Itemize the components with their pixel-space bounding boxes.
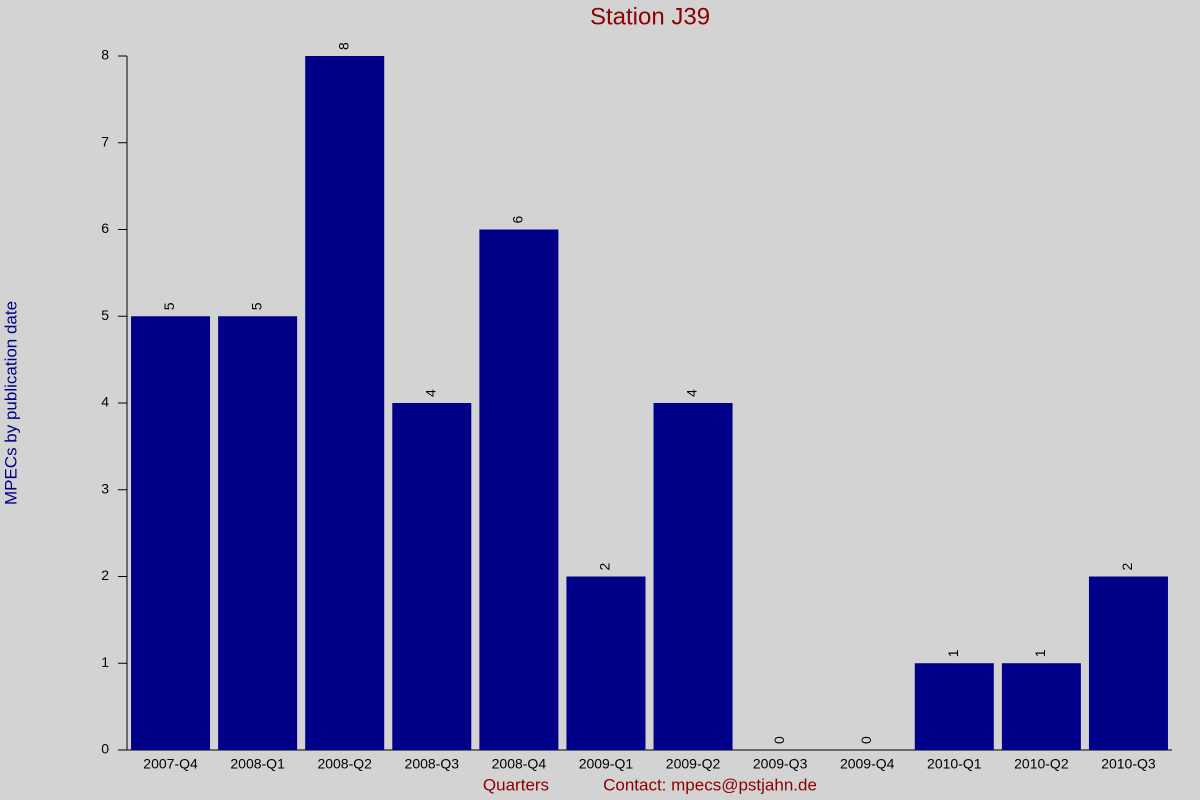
x-axis-label: Quarters bbox=[483, 775, 549, 794]
y-tick-label: 2 bbox=[101, 567, 109, 583]
x-tick-label: 2008-Q3 bbox=[405, 756, 460, 772]
bar bbox=[392, 403, 472, 750]
x-tick-label: 2009-Q3 bbox=[753, 756, 808, 772]
bar bbox=[305, 56, 385, 750]
y-tick-label: 1 bbox=[101, 654, 109, 670]
data-label: 8 bbox=[335, 42, 351, 50]
x-tick-label: 2008-Q4 bbox=[492, 756, 547, 772]
data-label: 4 bbox=[684, 389, 700, 397]
y-tick-label: 8 bbox=[101, 47, 109, 63]
footer: Contact: mpecs@pstjahn.de bbox=[603, 775, 817, 794]
chart-title: Station J39 bbox=[590, 3, 710, 30]
x-tick-label: 2008-Q1 bbox=[230, 756, 285, 772]
bar bbox=[653, 403, 733, 750]
y-tick-label: 7 bbox=[101, 133, 109, 149]
bar bbox=[914, 663, 994, 750]
data-label: 6 bbox=[510, 216, 526, 224]
data-label: 2 bbox=[597, 563, 613, 571]
bar bbox=[1088, 576, 1168, 750]
data-label: 0 bbox=[858, 736, 874, 744]
x-tick-label: 2009-Q1 bbox=[579, 756, 634, 772]
bar bbox=[218, 316, 298, 750]
data-label: 0 bbox=[771, 736, 787, 744]
data-label: 2 bbox=[1119, 563, 1135, 571]
x-tick-label: 2009-Q2 bbox=[666, 756, 721, 772]
x-tick-label: 2008-Q2 bbox=[317, 756, 372, 772]
x-tick-label: 2010-Q3 bbox=[1101, 756, 1156, 772]
x-tick-label: 2010-Q2 bbox=[1014, 756, 1069, 772]
y-tick-label: 5 bbox=[101, 307, 109, 323]
bar bbox=[479, 229, 559, 750]
data-label: 5 bbox=[161, 302, 177, 310]
x-tick-label: 2009-Q4 bbox=[840, 756, 895, 772]
x-tick-label: 2010-Q1 bbox=[927, 756, 982, 772]
y-tick-label: 6 bbox=[101, 220, 109, 236]
bar bbox=[1001, 663, 1081, 750]
data-label: 1 bbox=[1032, 649, 1048, 657]
y-tick-label: 0 bbox=[101, 741, 109, 757]
data-label: 4 bbox=[422, 389, 438, 397]
y-axis-label: MPECs by publication date bbox=[1, 301, 20, 505]
bar bbox=[566, 576, 646, 750]
y-tick-label: 4 bbox=[101, 394, 109, 410]
bar bbox=[131, 316, 211, 750]
x-tick-label: 2007-Q4 bbox=[143, 756, 198, 772]
data-label: 1 bbox=[945, 649, 961, 657]
y-tick-label: 3 bbox=[101, 480, 109, 496]
data-label: 5 bbox=[248, 302, 264, 310]
